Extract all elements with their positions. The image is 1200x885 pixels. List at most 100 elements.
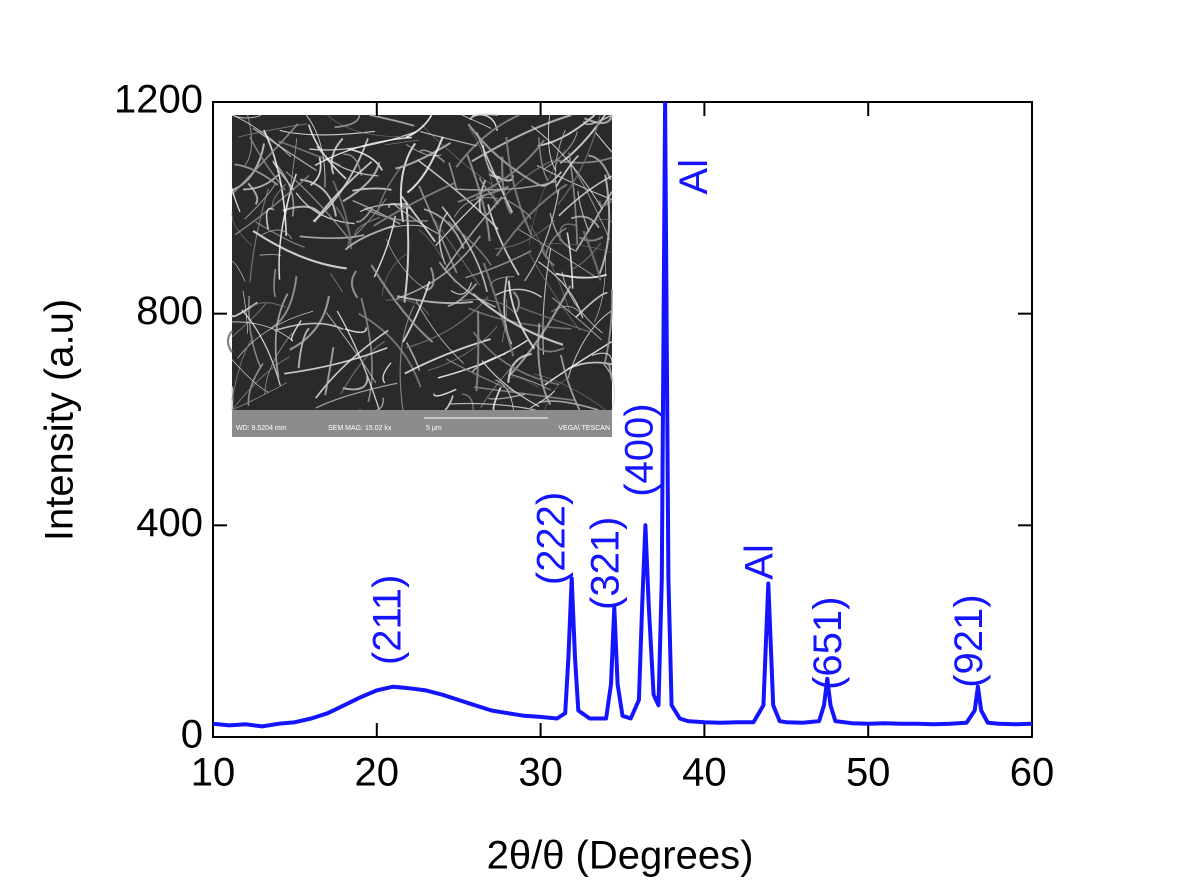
fiber xyxy=(453,180,557,191)
fiber xyxy=(457,139,545,203)
fiber xyxy=(594,255,606,322)
fiber xyxy=(231,301,268,338)
fiber xyxy=(566,232,574,289)
fiber xyxy=(519,306,592,334)
fiber xyxy=(247,363,264,406)
fiber xyxy=(561,271,603,334)
fiber xyxy=(231,261,246,282)
fiber xyxy=(558,175,613,217)
fiber xyxy=(354,216,381,237)
fiber xyxy=(270,276,298,330)
fiber xyxy=(603,363,616,411)
fiber xyxy=(305,114,326,188)
fiber xyxy=(420,130,478,147)
fiber xyxy=(355,207,374,223)
fiber xyxy=(466,154,491,242)
inset-label: VEGA\ TESCAN xyxy=(558,425,610,432)
peak-annotation: (211) xyxy=(365,575,409,665)
fiber xyxy=(327,114,403,138)
fiber xyxy=(591,352,613,366)
fiber xyxy=(385,299,430,316)
fiber xyxy=(344,224,396,251)
fiber xyxy=(494,288,543,298)
fiber xyxy=(249,188,270,283)
fiber xyxy=(524,189,560,282)
fiber xyxy=(441,206,488,292)
y-tick-label: 400 xyxy=(136,501,203,545)
fiber xyxy=(299,234,365,240)
fiber xyxy=(473,386,575,402)
fiber xyxy=(527,251,581,332)
fiber xyxy=(289,295,330,351)
inset-label: 5 μm xyxy=(426,425,442,432)
fiber xyxy=(265,207,274,230)
fiber xyxy=(577,190,590,233)
fiber xyxy=(438,261,496,308)
fiber xyxy=(518,228,596,277)
fiber xyxy=(285,171,350,241)
fiber xyxy=(274,322,344,332)
fiber xyxy=(246,302,286,313)
fiber xyxy=(248,295,262,368)
x-tick-label: 30 xyxy=(518,751,563,795)
fiber xyxy=(543,131,578,170)
fiber xyxy=(399,305,415,411)
fiber xyxy=(231,114,292,158)
fiber xyxy=(405,144,442,157)
peak-annotation: (400) xyxy=(618,403,662,496)
inset-image xyxy=(232,115,612,437)
fiber xyxy=(385,139,419,146)
fiber xyxy=(360,297,373,403)
fiber xyxy=(538,137,549,181)
fiber xyxy=(480,353,503,366)
x-tick-label: 20 xyxy=(355,751,400,795)
fiber xyxy=(284,346,388,375)
peak-annotation: Al xyxy=(737,544,781,580)
fiber xyxy=(332,180,353,250)
fiber xyxy=(512,291,520,313)
inset-label: SEM MAG: 15.02 kx xyxy=(328,425,392,432)
fiber xyxy=(336,310,380,410)
fiber xyxy=(571,242,602,270)
fiber xyxy=(447,221,492,266)
fiber xyxy=(472,331,560,386)
fiber xyxy=(273,268,277,298)
fiber xyxy=(481,360,540,408)
fiber xyxy=(382,362,392,384)
fiber xyxy=(448,162,458,193)
fiber xyxy=(352,187,392,192)
fiber xyxy=(567,310,613,378)
fiber xyxy=(244,114,253,167)
fiber xyxy=(603,289,614,365)
fiber xyxy=(231,123,299,195)
fiber xyxy=(262,129,288,236)
fiber xyxy=(370,264,434,343)
fiber xyxy=(282,205,323,216)
x-tick-label: 50 xyxy=(846,751,891,795)
inset-fibers xyxy=(226,113,616,413)
fiber xyxy=(381,251,411,296)
fiber xyxy=(461,393,474,411)
fiber xyxy=(352,199,401,225)
fiber xyxy=(482,262,515,357)
fiber xyxy=(548,114,557,172)
inset-info-bar xyxy=(232,410,612,437)
fiber xyxy=(557,114,601,206)
fiber xyxy=(467,123,541,187)
fiber xyxy=(274,293,289,378)
fiber xyxy=(530,225,571,313)
fiber xyxy=(290,320,302,342)
fiber xyxy=(395,235,481,300)
fiber xyxy=(231,337,254,401)
fiber xyxy=(271,183,287,211)
fiber xyxy=(458,298,516,314)
fiber xyxy=(278,173,297,280)
fiber xyxy=(314,136,412,167)
fiber xyxy=(537,323,552,405)
fiber xyxy=(405,114,433,139)
fiber xyxy=(427,325,498,371)
fiber xyxy=(335,206,351,247)
fiber xyxy=(369,114,415,127)
fiber xyxy=(247,182,259,205)
fiber xyxy=(373,215,396,278)
